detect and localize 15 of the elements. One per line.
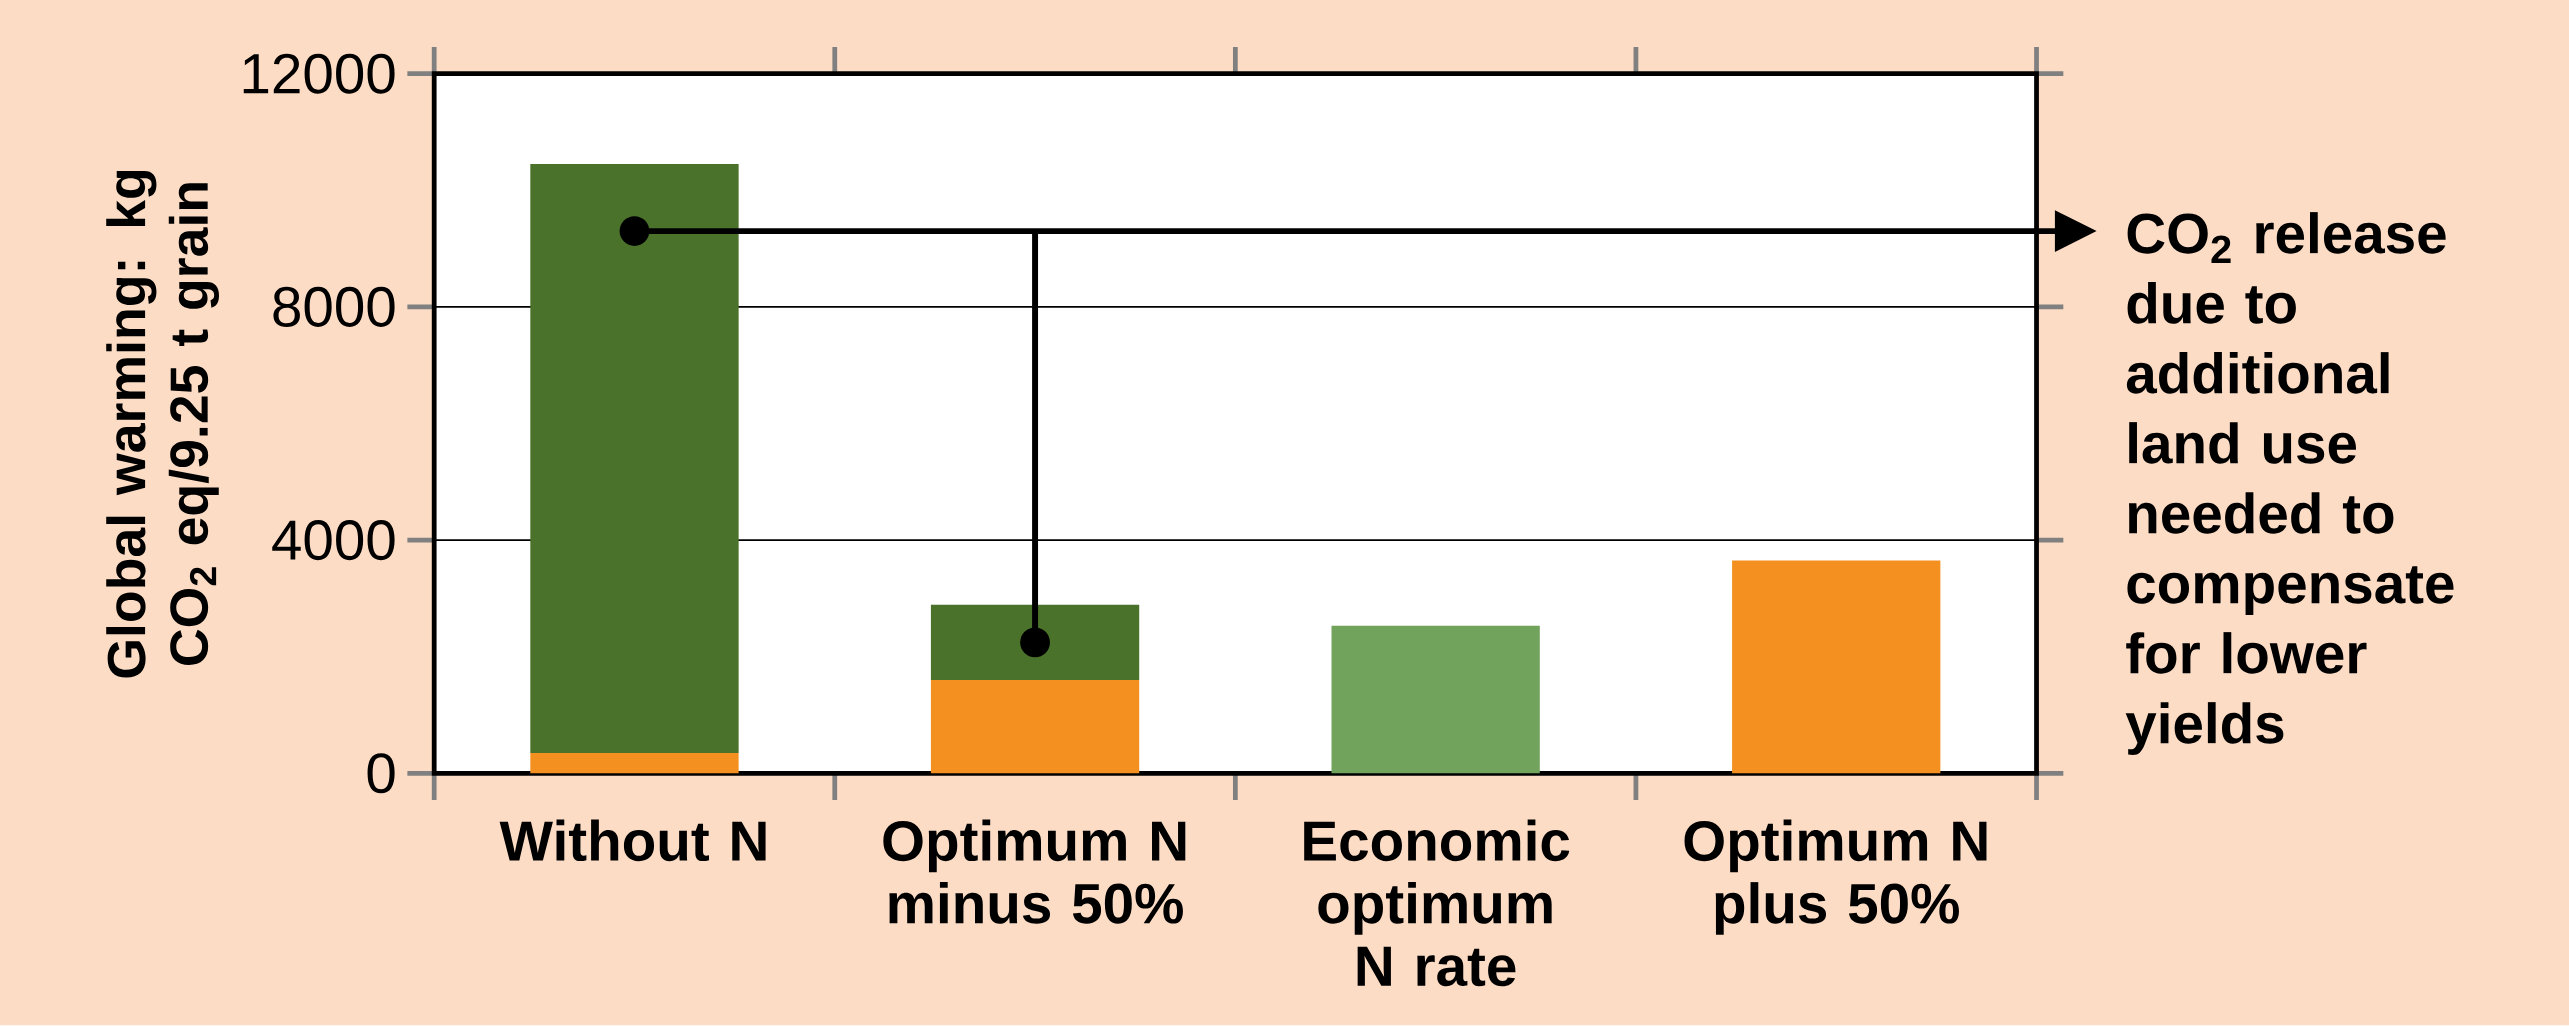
bar bbox=[530, 753, 739, 774]
y-tick-label: 12000 bbox=[243, 53, 395, 94]
bar bbox=[530, 164, 739, 754]
bar bbox=[930, 605, 1140, 681]
bar bbox=[1331, 625, 1540, 774]
text: CO$_{2}$ release due to additional land use needed to compensate for lower yields bbox=[2125, 212, 2454, 756]
bar bbox=[1732, 560, 1941, 774]
bar bbox=[930, 680, 1140, 774]
x-tick-label: Optimum N minus 50% bbox=[883, 819, 1186, 924]
y-tick-label: 8000 bbox=[273, 287, 395, 328]
y-tick-label: 4000 bbox=[272, 520, 395, 561]
x-tick-label: Without N bbox=[499, 819, 766, 862]
x-tick-label: Optimum N plus 50% bbox=[1684, 819, 1987, 936]
x-tick-label: Economic optimum N rate bbox=[1304, 819, 1570, 987]
y-tick-label: 0 bbox=[367, 753, 395, 794]
